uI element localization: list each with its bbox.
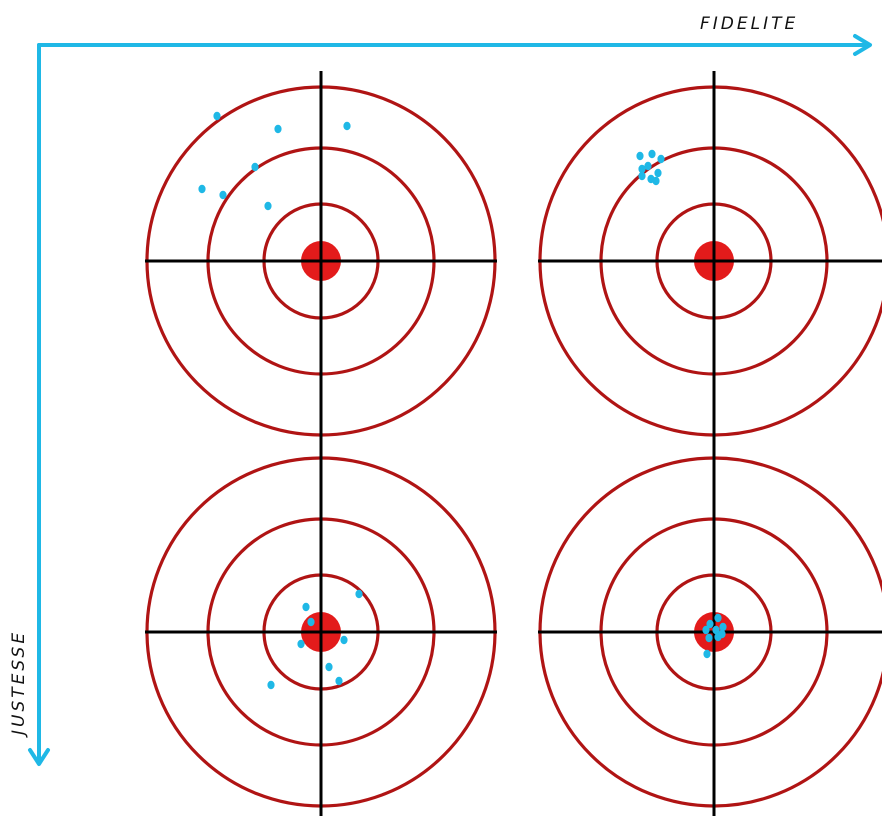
shot-mark	[213, 111, 221, 121]
axes: FIDELITE JUSTESSE	[9, 14, 872, 766]
shot-mark	[648, 149, 656, 159]
target-top-right	[538, 71, 882, 451]
y-axis-arrowhead	[28, 748, 50, 766]
shot-mark	[340, 635, 348, 645]
shot-mark	[636, 151, 644, 161]
shot-mark	[638, 164, 646, 174]
shot-mark	[712, 625, 720, 635]
target-top-left	[145, 71, 497, 451]
shot-mark	[652, 176, 660, 186]
shot-mark	[654, 168, 662, 178]
target-bottom-left	[145, 442, 497, 816]
shot-mark	[335, 676, 343, 686]
shot-mark	[702, 625, 710, 635]
shot-mark	[705, 633, 713, 643]
target-bottom-right	[538, 442, 882, 816]
x-axis-label: FIDELITE	[700, 14, 798, 34]
shot-mark	[302, 602, 310, 612]
x-axis-arrowhead	[853, 34, 872, 56]
shot-mark	[307, 617, 315, 627]
shot-mark	[638, 171, 646, 181]
shot-mark	[718, 629, 726, 639]
shot-mark	[325, 662, 333, 672]
shot-mark	[264, 201, 272, 211]
shot-mark	[703, 649, 711, 659]
shot-mark	[251, 162, 259, 172]
shot-mark	[267, 680, 275, 690]
shot-mark	[714, 613, 722, 623]
shot-mark	[198, 184, 206, 194]
shot-mark	[343, 121, 351, 131]
shot-mark	[644, 161, 652, 171]
shot-mark	[355, 589, 363, 599]
shot-mark	[657, 154, 665, 164]
shot-mark	[297, 639, 305, 649]
shot-mark	[719, 622, 727, 632]
shot-mark	[274, 124, 282, 134]
targets-layer	[145, 71, 882, 816]
shot-mark	[219, 190, 227, 200]
y-axis-label: JUSTESSE	[9, 630, 29, 738]
shot-mark	[706, 619, 714, 629]
